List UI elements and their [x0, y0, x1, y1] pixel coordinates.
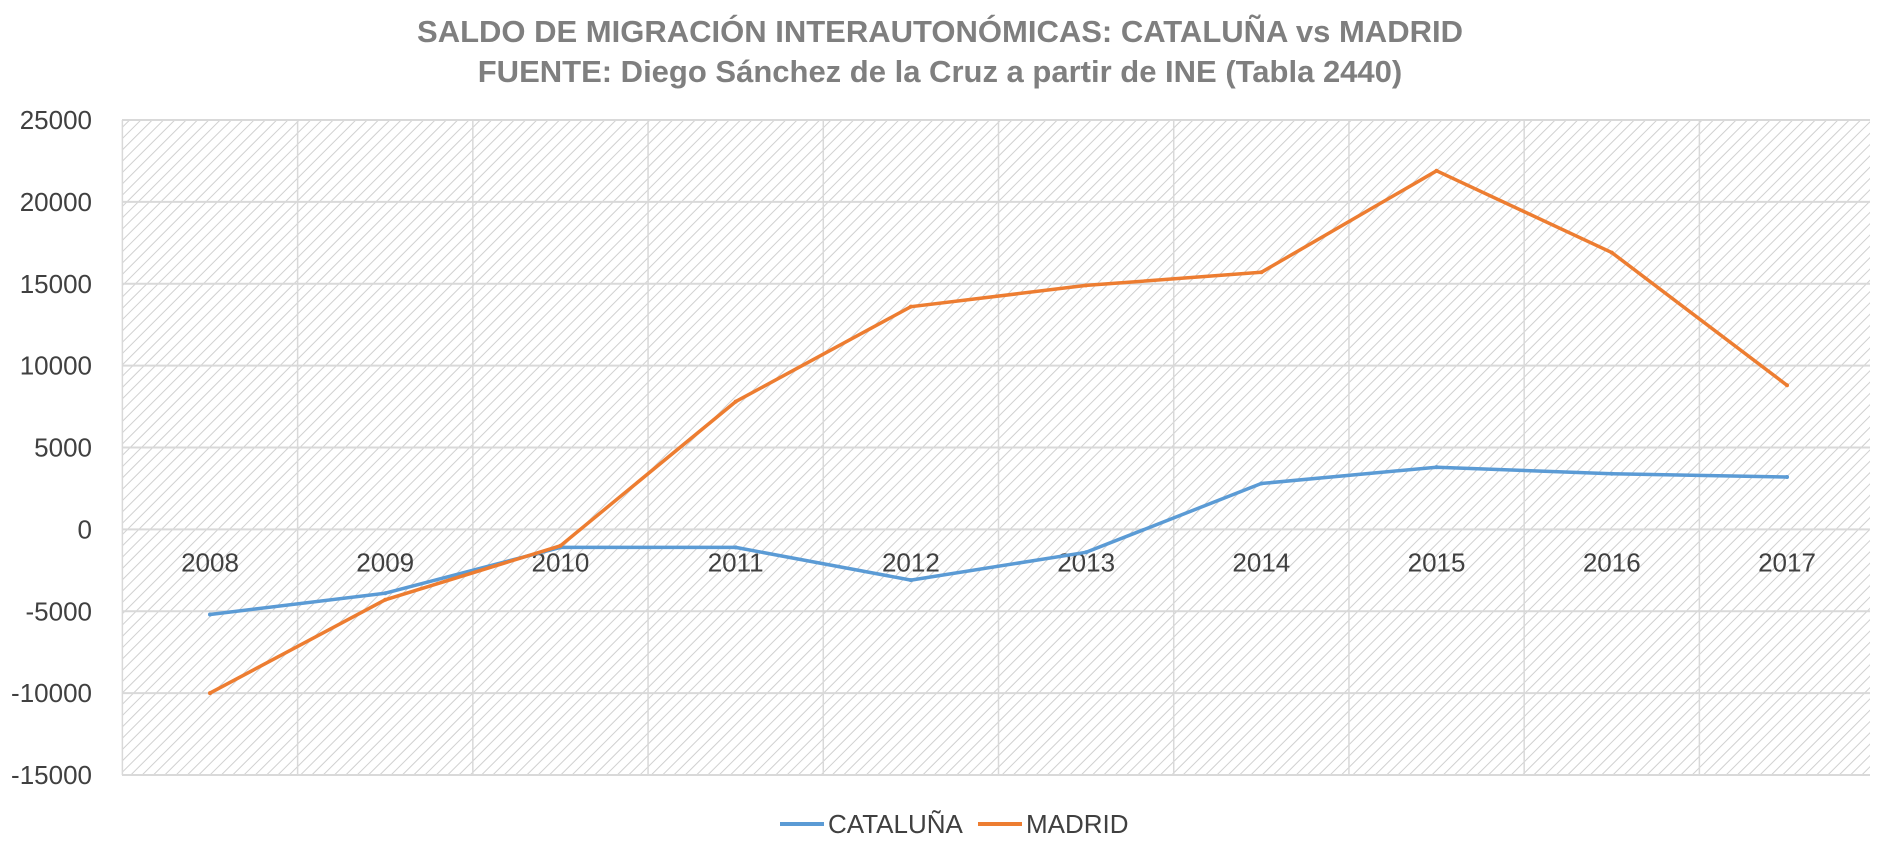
data-point	[1434, 168, 1439, 173]
legend-label: CATALUÑA	[828, 809, 963, 839]
x-tick-label: 2014	[1232, 547, 1290, 577]
data-point	[208, 691, 212, 696]
y-tick-label: 5000	[34, 433, 92, 463]
data-point	[1259, 481, 1264, 486]
data-point	[1609, 250, 1614, 255]
data-point	[383, 591, 388, 596]
data-point	[908, 304, 913, 309]
y-tick-label: 20000	[20, 187, 92, 217]
y-tick-label: 15000	[20, 269, 92, 299]
chart-subtitle: FUENTE: Diego Sánchez de la Cruz a parti…	[478, 54, 1402, 89]
y-tick-label: -15000	[11, 760, 92, 790]
chart-title: SALDO DE MIGRACIÓN INTERAUTONÓMICAS: CAT…	[417, 13, 1463, 49]
x-tick-label: 2015	[1408, 547, 1466, 577]
y-tick-label: -5000	[26, 596, 93, 626]
series-lines	[208, 168, 1789, 696]
y-tick-label: 0	[78, 514, 92, 544]
data-point	[1084, 283, 1089, 288]
legend: CATALUÑA MADRID	[780, 809, 1129, 839]
data-point	[1609, 471, 1614, 476]
x-tick-label: 2016	[1583, 547, 1641, 577]
data-point	[383, 597, 388, 602]
data-point	[1259, 270, 1264, 275]
data-point	[208, 612, 212, 617]
data-point	[733, 399, 738, 404]
data-point	[908, 578, 913, 583]
data-point	[1084, 550, 1089, 555]
data-point	[1785, 474, 1789, 479]
y-tick-label: 10000	[20, 351, 92, 381]
gridlines	[121, 119, 1870, 776]
series-line-catalu-a	[208, 465, 1789, 617]
data-point	[558, 543, 563, 548]
y-tick-label: -10000	[11, 678, 92, 708]
data-point	[1434, 465, 1439, 470]
x-axis-ticks: 2008 2009 2010 2011 2012 2013 2014 2015 2016 2017	[181, 547, 1816, 577]
data-point	[733, 545, 738, 550]
x-tick-label: 2017	[1758, 547, 1816, 577]
series-line-madrid	[208, 169, 1789, 695]
y-axis-ticks: 25000 20000 15000 10000 5000 0 -5000 -10000 -150…	[11, 105, 92, 790]
x-tick-label: 2009	[356, 547, 414, 577]
data-point	[1785, 383, 1789, 388]
x-tick-label: 2012	[882, 547, 940, 577]
legend-label: MADRID	[1026, 809, 1129, 839]
x-tick-label: 2008	[181, 547, 239, 577]
y-tick-label: 25000	[20, 105, 92, 135]
